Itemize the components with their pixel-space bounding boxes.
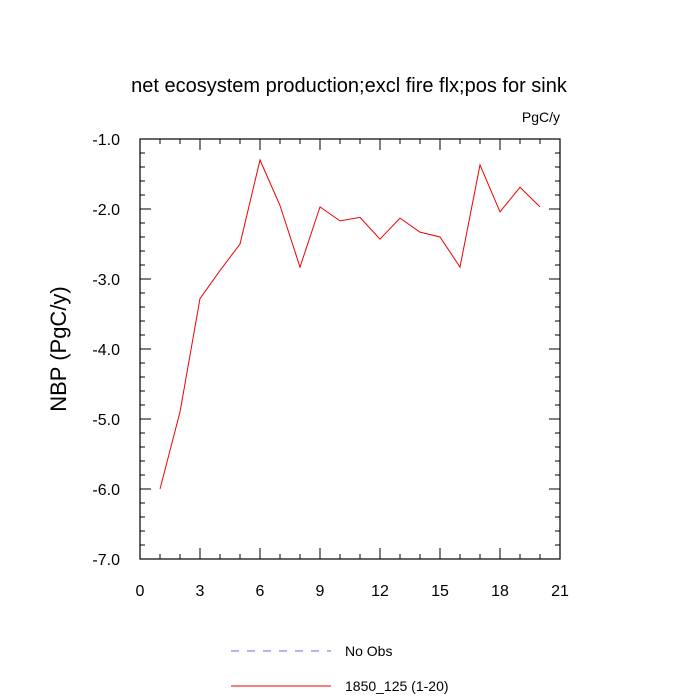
y-tick-label: -3.0 [92, 272, 120, 289]
units-label: PgC/y [522, 109, 560, 125]
y-tick-label: -5.0 [92, 412, 120, 429]
legend-label: No Obs [345, 643, 392, 659]
legend-label: 1850_125 (1-20) [345, 678, 449, 694]
y-axis-label: NBP (PgC/y) [46, 286, 71, 412]
y-tick-label: -6.0 [92, 482, 120, 499]
plot-frame [139, 138, 561, 560]
chart-title: net ecosystem production;excl fire flx;p… [131, 75, 568, 97]
x-tick-label: 15 [431, 583, 449, 600]
x-tick-label: 9 [316, 583, 325, 600]
x-tick-label: 3 [196, 583, 205, 600]
y-tick-label: -4.0 [92, 342, 120, 359]
x-tick-label: 18 [491, 583, 509, 600]
x-tick-label: 21 [551, 583, 569, 600]
x-tick-label: 6 [256, 583, 265, 600]
x-tick-label: 12 [371, 583, 389, 600]
series-layer [159, 158, 541, 490]
y-tick-label: -1.0 [92, 132, 120, 149]
axis-ticks: 0 3 6 9 12 15 18 21 -1.0 -2.0 -3.0 -4.0 -5.0 -6.0 -7.0 [92, 132, 569, 600]
legend: No Obs 1850_125 (1-20) [231, 643, 449, 694]
series-line-1 [159, 158, 541, 490]
y-tick-label: -7.0 [92, 552, 120, 569]
x-tick-label: 0 [136, 583, 145, 600]
y-tick-label: -2.0 [92, 202, 120, 219]
